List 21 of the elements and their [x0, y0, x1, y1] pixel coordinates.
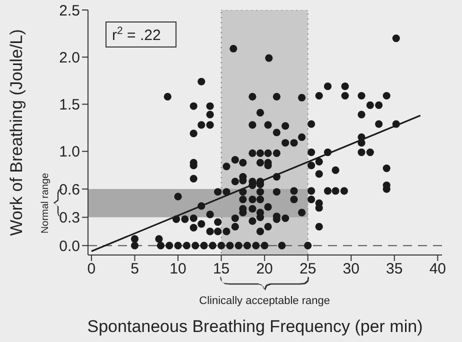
y-tick-label: 0.3 [59, 210, 80, 227]
x-tick-label: 15 [212, 260, 230, 278]
y-tick-label: 0.6 [59, 181, 80, 198]
annotation: r$^{2}$ = .22 [112, 25, 161, 44]
x-tick-label: 40 [429, 260, 446, 278]
x-axis-title: Spontaneous Breathing Frequency (per min) [87, 317, 423, 336]
x-tick-label: 0 [87, 260, 96, 278]
x-tick-label: 10 [170, 260, 186, 278]
y-axis-title: Work of Breathing (Joule/L) [7, 29, 26, 236]
y-tick-label: 1.5 [59, 96, 80, 114]
y-tick-label: 1.0 [59, 144, 80, 161]
x-tick-label: 35 [386, 260, 403, 278]
x-tick-label: 5 [130, 260, 139, 278]
text: Clinically acceptable range [199, 295, 330, 307]
x-tick-label: 25 [300, 260, 316, 278]
y-tick-label: 0.0 [59, 238, 80, 255]
x-tick-label: 30 [342, 260, 360, 278]
text: Normal range [40, 172, 51, 234]
y-tick-label: 2.5 [59, 2, 80, 20]
y-tick-label: 2.0 [59, 49, 80, 66]
x-tick-label: 20 [256, 260, 273, 278]
